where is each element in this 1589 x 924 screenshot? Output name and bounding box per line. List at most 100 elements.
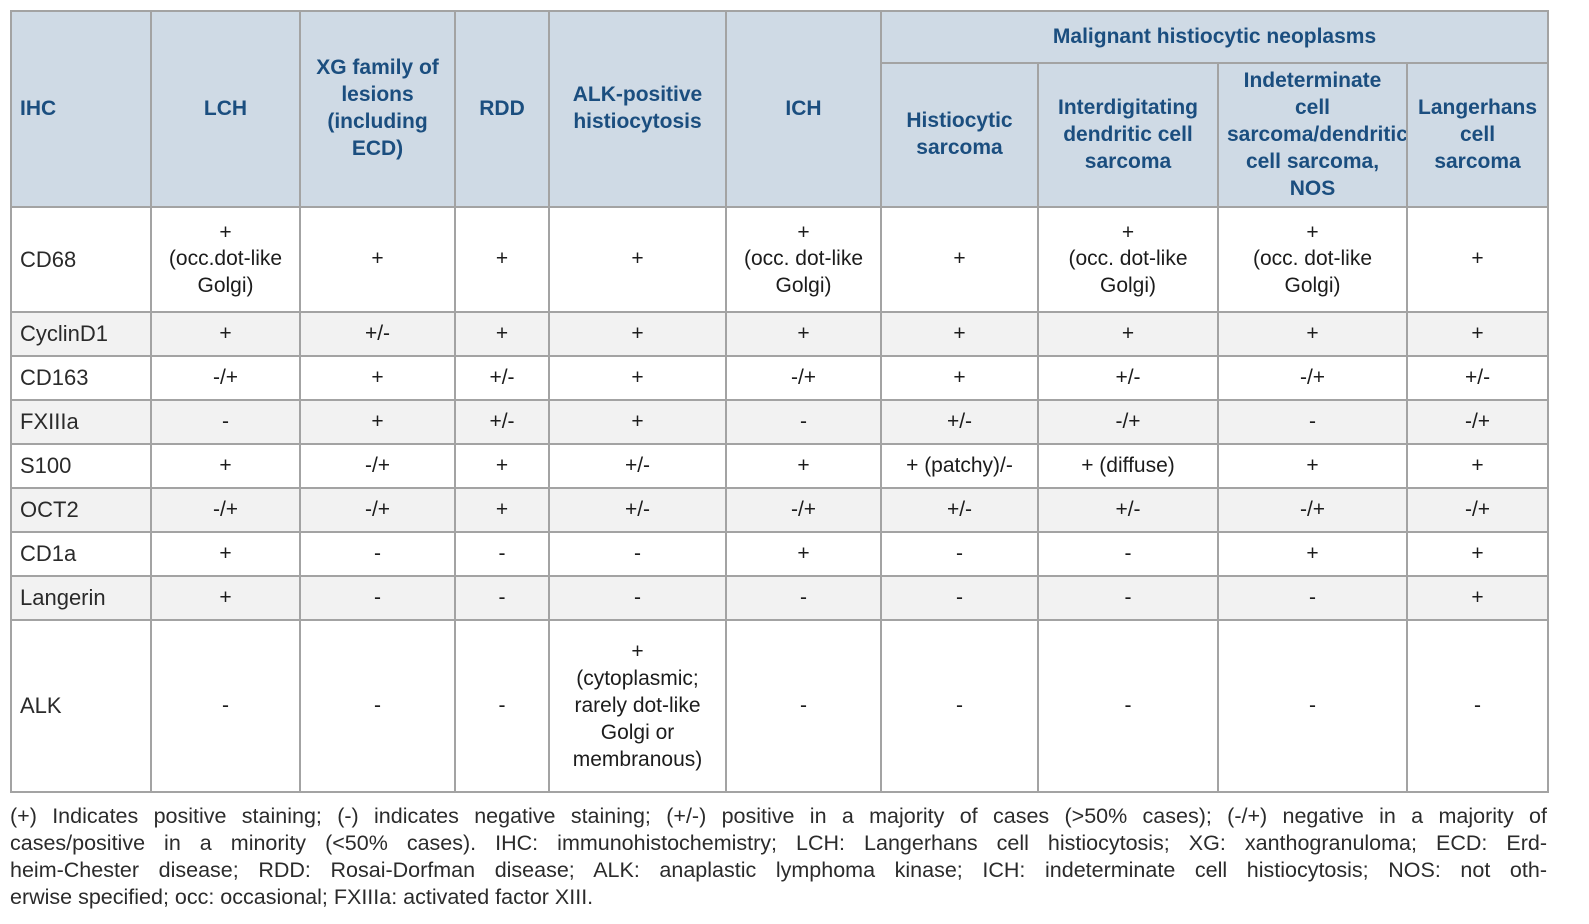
table-row: CD68 + (occ.dot-like Golgi) + + + + (occ. dot… (10, 206, 1550, 314)
cell: - (1405, 619, 1550, 794)
cell: + (454, 443, 550, 490)
table-row: FXIIIa - + +/- + - +/- -/+ - -/+ (10, 399, 1550, 446)
cell: -/+ (1217, 487, 1408, 534)
cell: +/- (299, 311, 456, 358)
cell: - (548, 575, 727, 622)
cell: + (occ. dot-like Golgi) (1037, 206, 1219, 314)
row-label: OCT2 (10, 487, 152, 534)
cell: - (725, 619, 882, 794)
table-row: CyclinD1 + +/- + + + + + + + (10, 311, 1550, 358)
cell: - (1217, 399, 1408, 446)
cell: + (1405, 575, 1550, 622)
cell: + (150, 575, 301, 622)
col-header-ich: ICH (725, 9, 882, 209)
table-row: Langerin + - - - - - - - + (10, 575, 1550, 622)
cell: + (1405, 531, 1550, 578)
col-header-indeterminate-cell-sarcoma-nos: Indeterminate cell sarcoma/dendritic cel… (1217, 61, 1408, 209)
group-header-malignant-histiocytic-neoplasms: Malignant histiocytic neoplasms (879, 10, 1550, 64)
row-label: CyclinD1 (10, 311, 152, 358)
table-row: CD1a + - - - + - - + + (10, 531, 1550, 578)
cell: - (548, 531, 727, 578)
cell: + (1217, 531, 1408, 578)
cell: + (1217, 311, 1408, 358)
cell: - (150, 619, 301, 794)
cell: + (880, 355, 1039, 402)
cell: - (880, 575, 1039, 622)
cell: - (725, 575, 882, 622)
cell: + (725, 443, 882, 490)
cell: + (cytoplasmic; rarely dot-like Golgi or… (548, 619, 727, 794)
cell: - (299, 575, 456, 622)
cell: -/+ (299, 487, 456, 534)
row-label: CD68 (10, 206, 152, 314)
footnote-line: cases/positive in a minority (<50% cases… (10, 831, 1547, 856)
cell: - (1217, 619, 1408, 794)
cell: + (occ.dot-like Golgi) (150, 206, 301, 314)
cell: +/- (880, 487, 1039, 534)
cell: + (occ. dot-like Golgi) (1217, 206, 1408, 314)
cell: - (880, 531, 1039, 578)
col-header-interdigitating-dendritic-cell-sarcoma: Interdigitating dendritic cell sarcoma (1037, 61, 1219, 209)
cell: + (1217, 443, 1408, 490)
cell: -/+ (1405, 399, 1550, 446)
cell: + (548, 355, 727, 402)
cell: + (880, 206, 1039, 314)
row-label: ALK (10, 619, 152, 794)
cell: - (299, 619, 456, 794)
col-header-lch: LCH (150, 9, 301, 209)
row-label: CD1a (10, 531, 152, 578)
cell: + (454, 487, 550, 534)
col-header-xg-family: XG family of lesions (including ECD) (299, 9, 456, 209)
cell: -/+ (299, 443, 456, 490)
cell: -/+ (725, 355, 882, 402)
cell: -/+ (150, 487, 301, 534)
cell: + (548, 311, 727, 358)
table-header: IHC LCH XG family of lesions (including … (10, 9, 1550, 209)
cell: - (725, 399, 882, 446)
col-header-histiocytic-sarcoma: Histiocytic sarcoma (880, 61, 1039, 209)
table-row: OCT2 -/+ -/+ + +/- -/+ +/- +/- -/+ -/+ (10, 487, 1550, 534)
cell: + (725, 311, 882, 358)
corner-header-ihc: IHC (10, 9, 152, 209)
cell: +/- (880, 399, 1039, 446)
footnote-line: heim-Chester disease; RDD: Rosai-Dorfman… (10, 858, 1547, 883)
cell: + (1405, 443, 1550, 490)
cell: - (1217, 575, 1408, 622)
cell: -/+ (150, 355, 301, 402)
col-header-rdd: RDD (454, 9, 550, 209)
cell: +/- (1037, 355, 1219, 402)
cell: + (299, 399, 456, 446)
cell: + (150, 443, 301, 490)
cell: +/- (1405, 355, 1550, 402)
ihc-marker-table: IHC LCH XG family of lesions (including … (10, 9, 1550, 794)
cell: + (diffuse) (1037, 443, 1219, 490)
table-row: CD163 -/+ + +/- + -/+ + +/- -/+ +/- (10, 355, 1550, 402)
cell: + (299, 355, 456, 402)
table-row: ALK - - - + (cytoplasmic; rarely dot-like Go… (10, 619, 1550, 794)
cell: + (occ. dot-like Golgi) (725, 206, 882, 314)
cell: - (454, 575, 550, 622)
row-label: FXIIIa (10, 399, 152, 446)
col-header-alk-positive: ALK-positive histiocytosis (548, 9, 727, 209)
cell: -/+ (1405, 487, 1550, 534)
cell: +/- (548, 443, 727, 490)
cell: +/- (454, 355, 550, 402)
row-label: S100 (10, 443, 152, 490)
cell: + (1037, 311, 1219, 358)
cell: + (548, 206, 727, 314)
cell: + (548, 399, 727, 446)
footnote-line: (+) Indicates positive staining; (-) ind… (10, 804, 1547, 829)
row-label: CD163 (10, 355, 152, 402)
cell: - (454, 619, 550, 794)
cell: -/+ (725, 487, 882, 534)
cell: + (454, 206, 550, 314)
cell: -/+ (1217, 355, 1408, 402)
cell: +/- (454, 399, 550, 446)
cell: +/- (548, 487, 727, 534)
cell: + (454, 311, 550, 358)
cell: - (1037, 619, 1219, 794)
cell: +/- (1037, 487, 1219, 534)
cell: + (1405, 311, 1550, 358)
table-body: CD68 + (occ.dot-like Golgi) + + + + (occ. dot… (10, 206, 1550, 794)
table-row: S100 + -/+ + +/- + + (patchy)/- + (diffuse) + + (10, 443, 1550, 490)
